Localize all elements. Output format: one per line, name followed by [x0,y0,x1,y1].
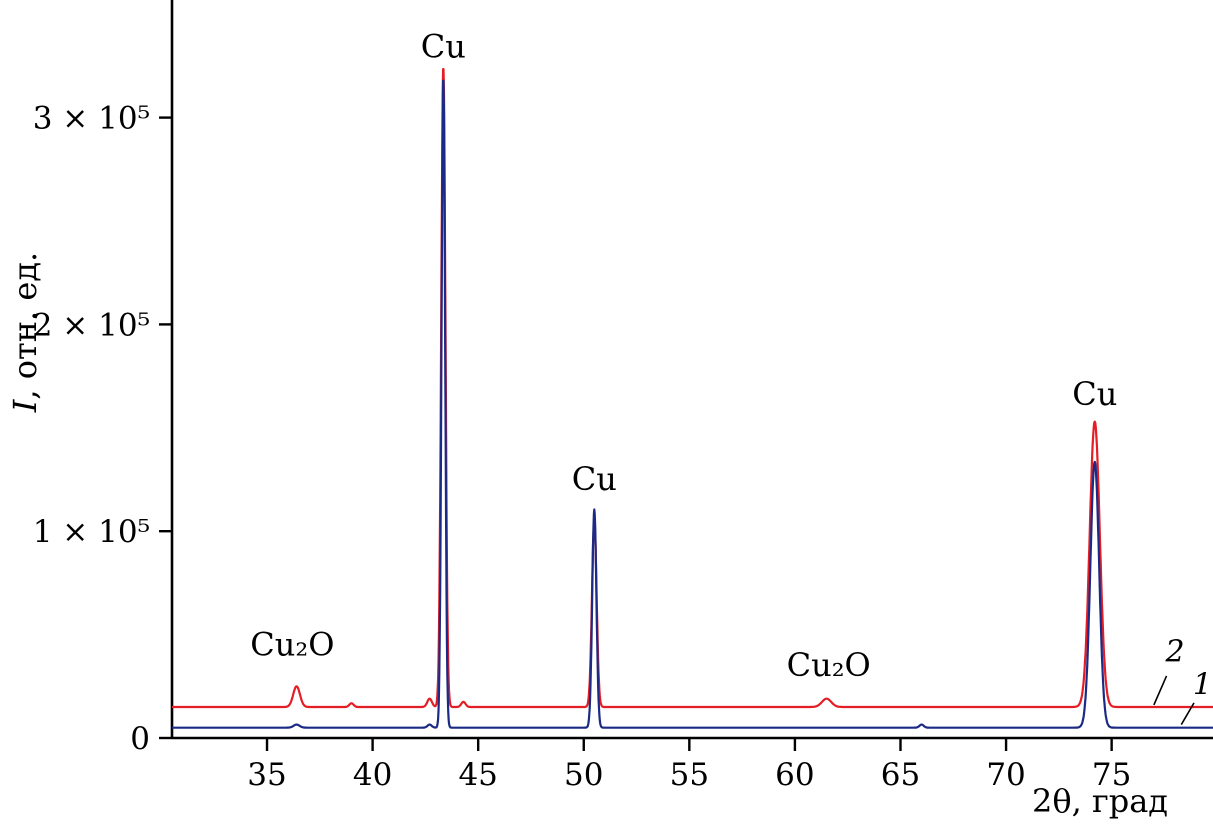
y-axis-label-units: , отн. ед. [6,251,44,400]
curve-leader-line [1180,702,1195,725]
x-tick-label: 35 [247,757,286,793]
x-tick-label: 50 [564,757,603,793]
peak-annotation: Cu [1072,375,1117,413]
peak-annotation: Cu [421,28,466,66]
peak-annotation: Cu₂O [250,625,334,663]
y-axis-label-symbol: I [6,399,44,413]
y-tick-label: 3 × 10⁵ [33,101,150,137]
y-tick-label: 1 × 10⁵ [33,514,150,550]
y-axis-label: I, отн. ед. [6,172,46,492]
series-2-curve [171,67,1213,709]
y-tick-label: 2 × 10⁵ [33,307,150,343]
x-tick-label: 40 [353,757,392,793]
x-tick-label: 75 [1092,757,1131,793]
series-1-curve [171,79,1213,729]
x-tick-label: 70 [986,757,1025,793]
x-tick-label: 45 [458,757,497,793]
x-tick-label: 55 [670,757,709,793]
x-tick-label: 65 [881,757,920,793]
curve-leader-line [1153,675,1168,706]
y-tick-label: 0 [130,721,150,757]
peak-annotation: Cu₂O [787,646,871,684]
curve-label: 2 [1164,634,1184,669]
x-tick-label: 60 [775,757,814,793]
x-axis-label: 2θ, град [1032,782,1168,820]
curve-label: 1 [1193,668,1212,703]
peak-annotation: Cu [572,460,617,498]
